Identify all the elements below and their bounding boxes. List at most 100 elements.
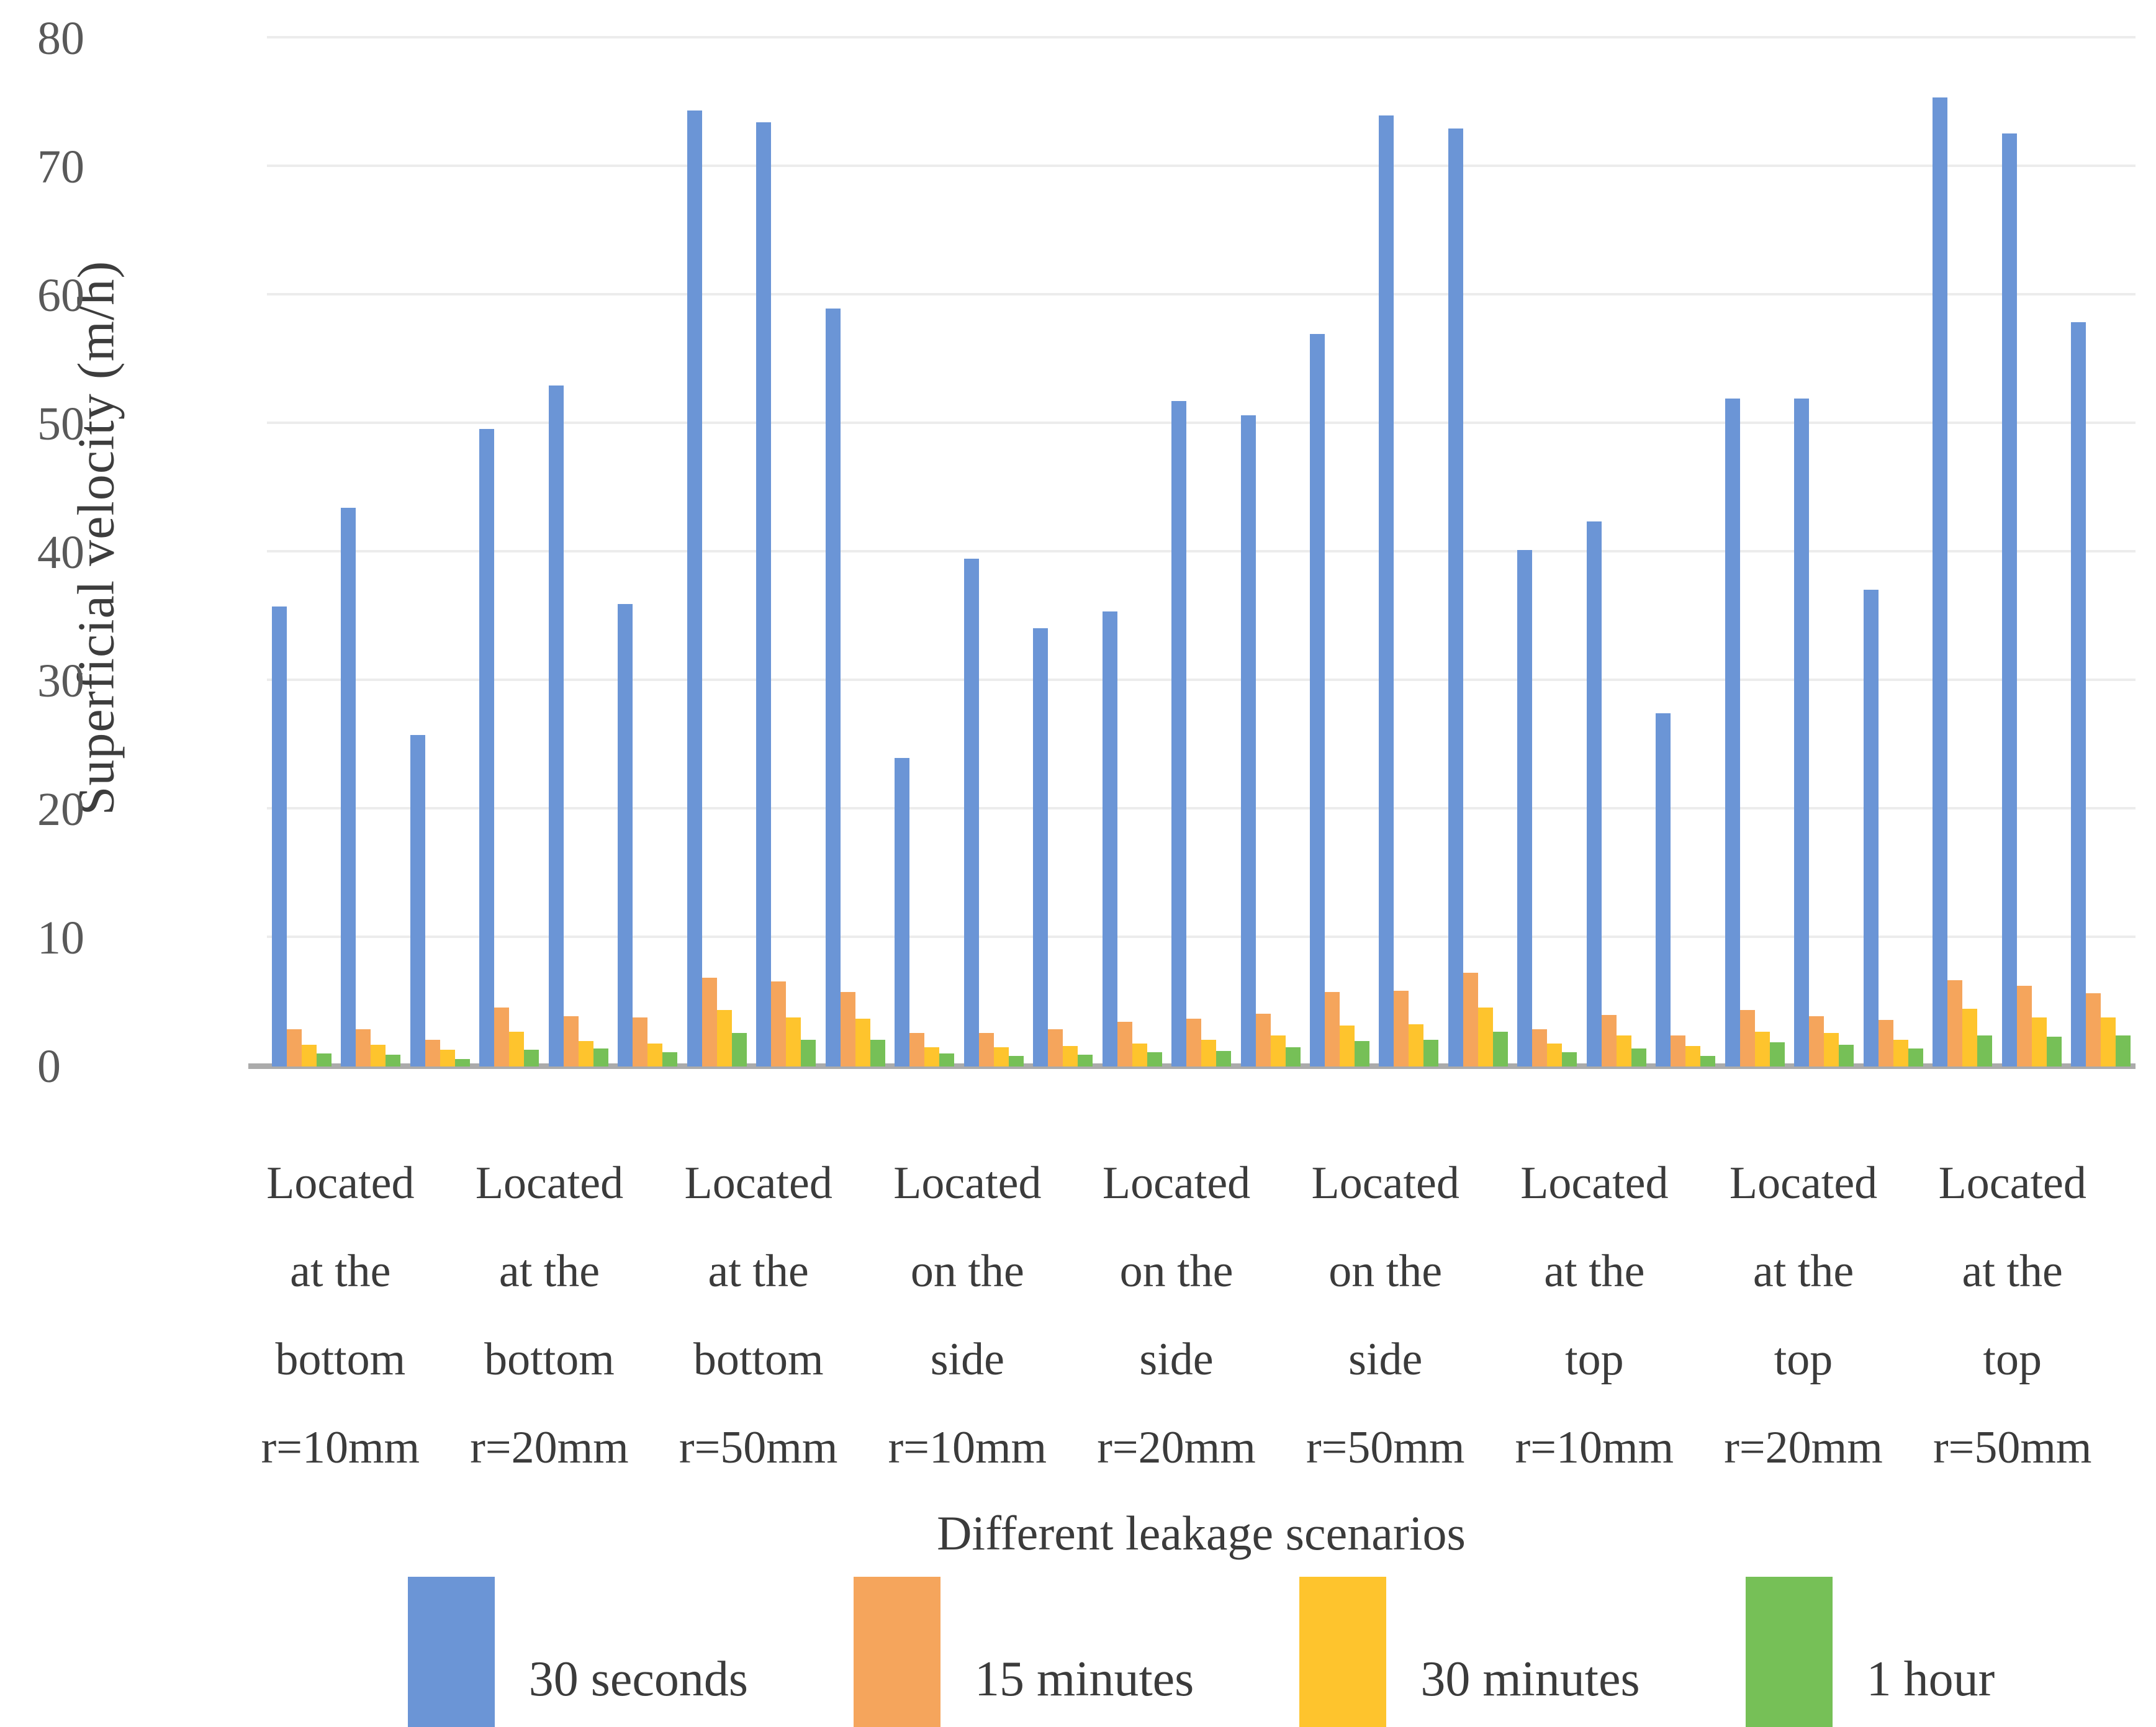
bar-1-hour-26 [2046,1037,2062,1066]
bar-30-minutes-6 [647,1043,663,1066]
bar-30-seconds-13 [1102,611,1117,1066]
bar-30-minutes-7 [716,1009,732,1066]
legend-swatch-15-minutes [853,1577,940,1727]
y-tick-label-10: 10 [37,912,84,964]
bar-1-hour-11 [1008,1056,1024,1066]
bar-30-seconds-8 [756,122,772,1066]
bar-cluster-1 [267,38,336,1066]
bar-30-seconds-12 [1033,628,1049,1066]
bar-1-hour-5 [593,1048,608,1066]
x-category-label-9: Located at the top r=50mm [1908,1139,2117,1492]
gridline-40 [267,550,2136,552]
x-category-label-4: Located on the side r=10mm [863,1139,1072,1492]
x-category-label-3: Located at the bottom r=50mm [654,1139,863,1492]
bar-30-minutes-5 [578,1040,593,1066]
x-category-label-8: Located at the top r=20mm [1699,1139,1908,1492]
x-category-label-line: on the [910,1246,1024,1297]
bar-cluster-14 [1166,38,1235,1066]
legend-swatch-30-minutes [1299,1577,1387,1727]
legend-label: 30 minutes [1420,1651,1640,1707]
x-category-label-line: on the [1328,1246,1443,1297]
bar-30-minutes-26 [2031,1017,2047,1066]
plot-area [248,36,2136,1069]
bar-cluster-10 [890,38,958,1066]
bar-30-seconds-27 [2071,322,2086,1066]
bar-1-hour-20 [1631,1048,1646,1066]
bar-30-minutes-4 [509,1032,525,1066]
bar-1-hour-17 [1423,1039,1439,1066]
bar-15-minutes-23 [1809,1016,1824,1066]
bar-30-minutes-24 [1893,1039,1908,1066]
x-category-label-line: side [1139,1334,1214,1386]
x-category-label-line: bottom [275,1334,406,1386]
bar-30-seconds-1 [271,606,287,1066]
bar-1-hour-8 [801,1039,816,1066]
x-category-label-line: Located [1102,1158,1251,1209]
bar-30-seconds-18 [1448,128,1463,1066]
bar-30-minutes-10 [924,1047,940,1066]
bar-series-container [267,38,2136,1066]
legend-label: 15 minutes [974,1651,1194,1707]
bar-30-seconds-6 [618,603,633,1066]
x-category-label-line: top [1774,1334,1833,1386]
legend-swatch-30-seconds [407,1577,495,1727]
x-axis-category-labels: Located at the bottom r=10mm Located at the bo… [236,1139,2117,1492]
y-tick-label-70: 70 [37,141,84,193]
bar-30-minutes-27 [2101,1017,2116,1066]
bar-cluster-18 [1443,38,1512,1066]
y-tick-label-40: 40 [37,526,84,579]
x-category-label-line: r=10mm [261,1422,420,1474]
x-category-label-line: Located [1520,1158,1669,1209]
bar-30-minutes-8 [786,1017,801,1066]
bar-15-minutes-13 [1117,1021,1132,1066]
x-category-label-line: r=50mm [1933,1422,2092,1474]
x-category-label-1: Located at the bottom r=10mm [236,1139,445,1492]
bar-1-hour-13 [1147,1052,1162,1066]
x-category-label-line: r=10mm [888,1422,1047,1474]
bar-cluster-24 [1859,38,1928,1066]
bar-cluster-3 [405,38,474,1066]
x-category-label-line: Located [266,1158,415,1209]
x-category-label-line: at the [1962,1246,2063,1297]
bar-cluster-17 [1374,38,1443,1066]
bar-30-seconds-5 [548,385,564,1066]
bar-1-hour-10 [939,1053,955,1066]
bar-cluster-20 [1582,38,1651,1066]
x-category-label-line: at the [1544,1246,1645,1297]
x-category-label-line: Located [475,1158,624,1209]
bar-30-seconds-11 [963,559,979,1066]
bar-1-hour-6 [662,1052,678,1066]
bar-30-minutes-17 [1409,1024,1424,1066]
gridline-50 [267,422,2136,424]
y-tick-label-50: 50 [37,398,84,450]
bar-30-minutes-2 [371,1044,386,1066]
bar-30-seconds-9 [825,308,841,1066]
bar-30-minutes-20 [1616,1035,1631,1066]
bar-30-minutes-3 [440,1050,455,1066]
legend-label: 30 seconds [528,1651,748,1707]
bar-1-hour-18 [1492,1032,1508,1066]
bar-15-minutes-1 [286,1029,302,1066]
bar-30-minutes-22 [1754,1032,1770,1066]
bar-cluster-21 [1651,38,1720,1066]
bar-cluster-8 [751,38,820,1066]
bar-15-minutes-2 [356,1029,371,1066]
bar-30-seconds-17 [1379,115,1394,1066]
bar-15-minutes-19 [1532,1029,1548,1066]
bar-30-seconds-16 [1310,334,1325,1066]
bar-15-minutes-4 [494,1007,510,1066]
bar-30-minutes-15 [1270,1035,1286,1066]
bar-cluster-19 [1513,38,1582,1066]
bar-30-seconds-19 [1517,549,1533,1066]
bar-15-minutes-12 [1048,1029,1063,1066]
bar-15-minutes-11 [978,1033,994,1066]
bar-cluster-2 [336,38,405,1066]
x-category-label-5: Located on the side r=20mm [1072,1139,1281,1492]
x-category-label-line: top [1983,1334,2042,1386]
x-category-label-line: top [1565,1334,1624,1386]
x-category-label-line: r=20mm [1097,1422,1256,1474]
bar-15-minutes-18 [1463,972,1478,1066]
bar-1-hour-15 [1285,1047,1301,1066]
x-category-label-line: r=50mm [679,1422,838,1474]
